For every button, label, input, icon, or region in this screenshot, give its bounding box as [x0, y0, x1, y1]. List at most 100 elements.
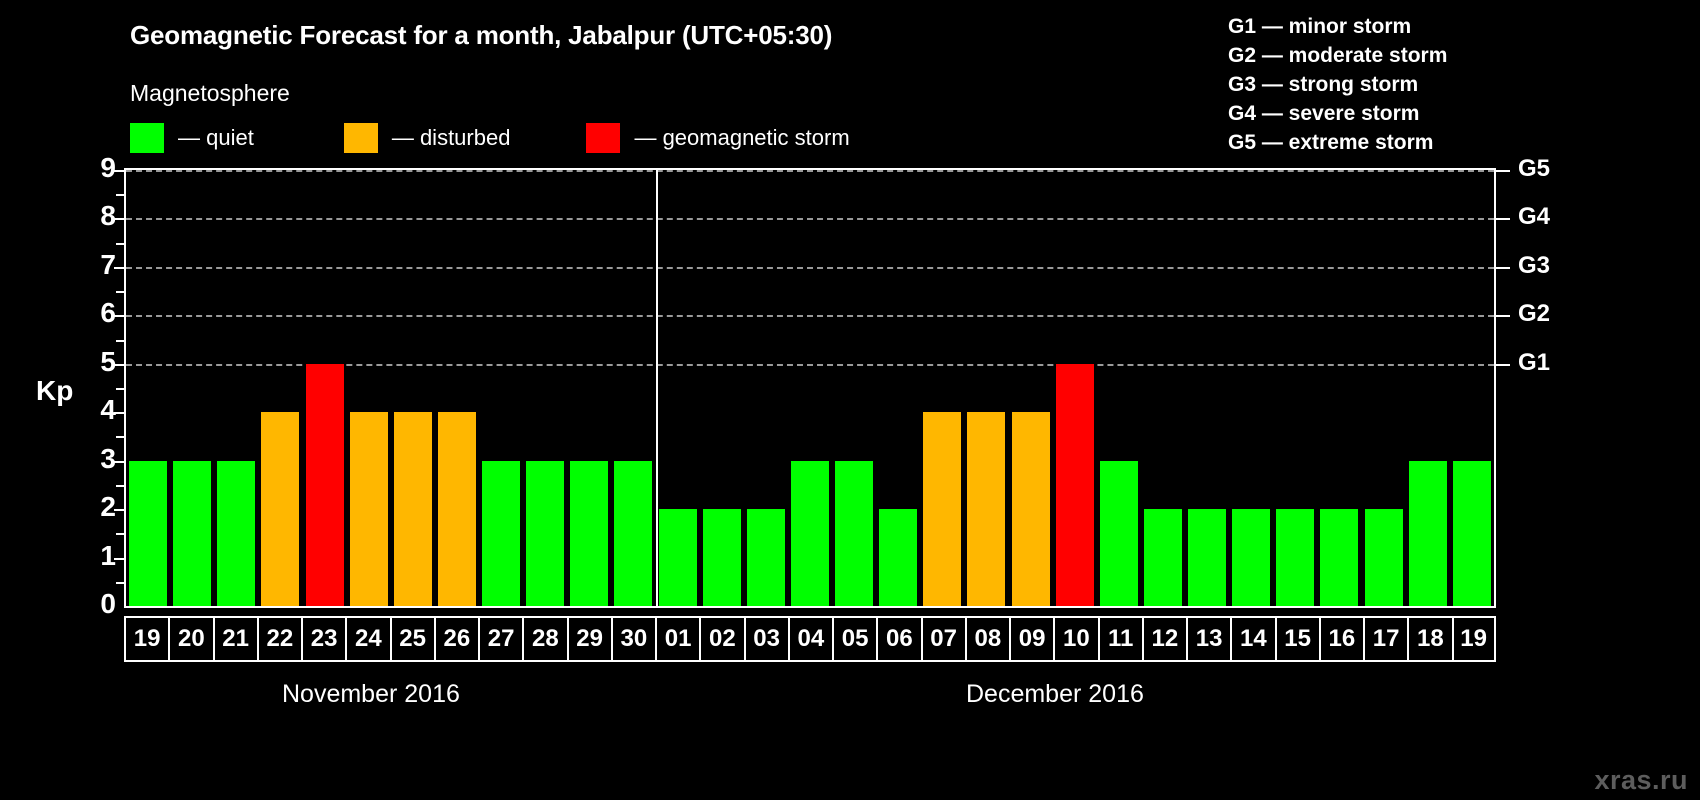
bar-cell[interactable] [920, 170, 964, 606]
y-tick-label-4: 4 [100, 394, 116, 426]
day-label-december-13[interactable]: 13 [1186, 618, 1230, 660]
bar-december-03[interactable] [746, 509, 785, 606]
day-label-december-17[interactable]: 17 [1363, 618, 1407, 660]
day-label-november-24[interactable]: 24 [345, 618, 389, 660]
day-label-november-26[interactable]: 26 [433, 618, 478, 660]
day-label-november-28[interactable]: 28 [522, 618, 566, 660]
y-tick-label-9: 9 [100, 152, 116, 183]
day-label-december-03[interactable]: 03 [743, 618, 788, 660]
bar-cell[interactable] [1185, 170, 1229, 606]
bar-cell[interactable] [303, 170, 347, 606]
day-label-november-30[interactable]: 30 [610, 618, 655, 660]
day-label-december-09[interactable]: 09 [1009, 618, 1053, 660]
day-label-november-19[interactable]: 19 [124, 618, 168, 660]
bar-cell[interactable] [1273, 170, 1317, 606]
bar-cell[interactable] [964, 170, 1008, 606]
bar-december-19[interactable] [1452, 460, 1491, 606]
g-scale-line-4: G4 — severe storm [1228, 102, 1420, 125]
day-label-december-18[interactable]: 18 [1407, 618, 1451, 660]
bar-december-17[interactable] [1364, 509, 1403, 606]
bar-cell[interactable] [611, 170, 655, 606]
bar-cell[interactable] [1362, 170, 1406, 606]
day-label-december-04[interactable]: 04 [787, 618, 832, 660]
bar-cell[interactable] [567, 170, 611, 606]
day-label-november-22[interactable]: 22 [256, 618, 301, 660]
day-label-december-19[interactable]: 19 [1451, 618, 1496, 660]
bar-cell[interactable] [1009, 170, 1053, 606]
bar-december-18[interactable] [1408, 460, 1447, 606]
bar-november-19[interactable] [129, 460, 168, 606]
day-label-november-27[interactable]: 27 [478, 618, 522, 660]
bar-december-10[interactable] [1055, 363, 1094, 606]
bar-cell[interactable] [876, 170, 920, 606]
bar-november-27[interactable] [482, 460, 521, 606]
bar-december-05[interactable] [835, 460, 874, 606]
bar-november-25[interactable] [393, 412, 432, 606]
bar-november-20[interactable] [173, 460, 212, 606]
bar-november-21[interactable] [217, 460, 256, 606]
day-label-december-16[interactable]: 16 [1318, 618, 1363, 660]
bar-cell[interactable] [435, 170, 479, 606]
y-minor-tick [116, 436, 124, 439]
bar-cell[interactable] [170, 170, 214, 606]
bar-cell[interactable] [832, 170, 876, 606]
bar-december-04[interactable] [790, 460, 829, 606]
bar-cell[interactable] [744, 170, 788, 606]
bar-december-12[interactable] [1143, 509, 1182, 606]
bar-cell[interactable] [347, 170, 391, 606]
bar-november-29[interactable] [570, 460, 609, 606]
bar-december-16[interactable] [1320, 509, 1359, 606]
day-label-december-14[interactable]: 14 [1230, 618, 1274, 660]
bar-december-15[interactable] [1276, 509, 1315, 606]
bar-cell[interactable] [523, 170, 567, 606]
bar-cell[interactable] [700, 170, 744, 606]
bar-cell[interactable] [788, 170, 832, 606]
bar-december-08[interactable] [967, 412, 1006, 606]
day-label-december-15[interactable]: 15 [1274, 618, 1319, 660]
bar-december-06[interactable] [879, 509, 918, 606]
day-label-december-12[interactable]: 12 [1141, 618, 1186, 660]
day-label-december-11[interactable]: 11 [1097, 618, 1142, 660]
day-label-november-25[interactable]: 25 [389, 618, 434, 660]
bar-cell[interactable] [391, 170, 435, 606]
bar-december-02[interactable] [702, 509, 741, 606]
bar-cell[interactable] [1406, 170, 1450, 606]
day-label-december-05[interactable]: 05 [832, 618, 876, 660]
y-tick-label-7: 7 [100, 248, 116, 280]
day-label-december-10[interactable]: 10 [1053, 618, 1097, 660]
bar-december-11[interactable] [1099, 460, 1138, 606]
bar-november-24[interactable] [349, 412, 388, 606]
bar-november-28[interactable] [526, 460, 565, 606]
day-label-december-01[interactable]: 01 [655, 618, 699, 660]
bar-december-14[interactable] [1232, 509, 1271, 606]
day-label-december-08[interactable]: 08 [964, 618, 1009, 660]
bar-december-13[interactable] [1188, 509, 1227, 606]
bar-november-26[interactable] [437, 412, 476, 606]
bar-cell[interactable] [1450, 170, 1494, 606]
bar-december-01[interactable] [658, 509, 697, 606]
g-tick-label-G1: G1 [1518, 348, 1551, 376]
bar-cell[interactable] [1317, 170, 1361, 606]
bar-cell[interactable] [656, 170, 700, 606]
bar-november-22[interactable] [261, 412, 300, 606]
bar-cell[interactable] [258, 170, 302, 606]
bar-december-07[interactable] [923, 412, 962, 606]
day-label-november-21[interactable]: 21 [212, 618, 257, 660]
day-label-december-02[interactable]: 02 [699, 618, 743, 660]
bar-cell[interactable] [214, 170, 258, 606]
bar-cell[interactable] [1229, 170, 1273, 606]
day-label-december-07[interactable]: 07 [920, 618, 965, 660]
bar-december-09[interactable] [1011, 412, 1050, 606]
day-label-december-06[interactable]: 06 [876, 618, 920, 660]
day-label-november-20[interactable]: 20 [168, 618, 212, 660]
day-label-november-29[interactable]: 29 [566, 618, 611, 660]
bar-cell[interactable] [126, 170, 170, 606]
bar-cell[interactable] [1141, 170, 1185, 606]
day-label-november-23[interactable]: 23 [301, 618, 345, 660]
bar-cell[interactable] [1053, 170, 1097, 606]
bar-cell[interactable] [1097, 170, 1141, 606]
bar-november-30[interactable] [614, 460, 653, 606]
bar-november-23[interactable] [305, 363, 344, 606]
bar-cell[interactable] [479, 170, 523, 606]
g-tick-label-G5: G5 [1518, 155, 1551, 182]
